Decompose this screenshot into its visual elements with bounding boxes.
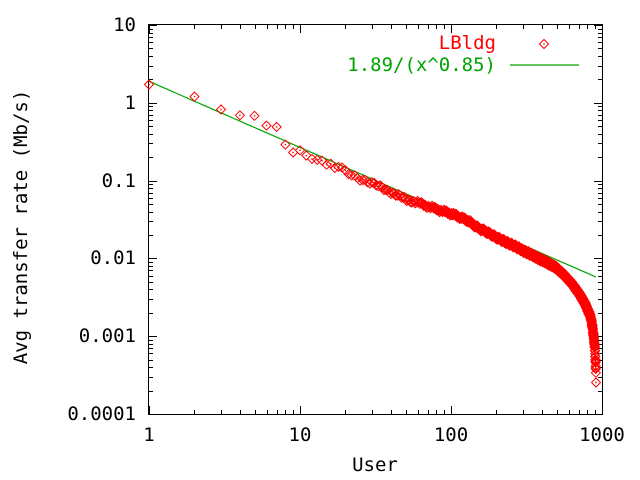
y-axis-title: Avg transfer rate (Mb/s) bbox=[10, 89, 32, 365]
data-point-dots bbox=[148, 83, 597, 384]
y-tick-label: 0.01 bbox=[90, 247, 136, 270]
x-tick-label: 10 bbox=[288, 424, 312, 446]
x-axis-title: User bbox=[352, 454, 398, 476]
y-tick-label: 0.0001 bbox=[67, 403, 136, 425]
y-tick-label: 0.1 bbox=[101, 169, 136, 192]
legend-label-lbldg: LBldg bbox=[438, 32, 496, 54]
y-tick-label: 0.001 bbox=[78, 325, 136, 348]
data-points bbox=[143, 79, 602, 388]
plot-border bbox=[148, 24, 603, 415]
legend-diamond-dot bbox=[543, 43, 545, 45]
axis-ticks bbox=[149, 25, 603, 415]
x-tick-label: 100 bbox=[433, 424, 469, 446]
y-tick-label: 1 bbox=[124, 91, 136, 114]
legend-diamond-marker bbox=[538, 38, 550, 50]
x-tick-label: 1 bbox=[143, 424, 155, 446]
x-tick-label: 1000 bbox=[579, 424, 625, 446]
legend-label-fit: 1.89/(x^0.85) bbox=[347, 54, 496, 76]
y-tick-label: 10 bbox=[113, 14, 136, 36]
